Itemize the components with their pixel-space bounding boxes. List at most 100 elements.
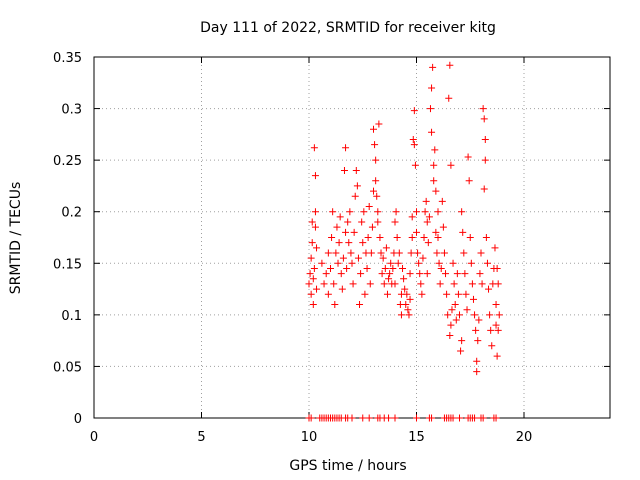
data-point bbox=[313, 244, 321, 252]
x-axis-label: GPS time / hours bbox=[289, 458, 406, 474]
data-point bbox=[307, 290, 315, 298]
data-point bbox=[308, 218, 316, 226]
data-point bbox=[474, 337, 482, 345]
data-point bbox=[351, 192, 359, 200]
data-point bbox=[450, 280, 458, 288]
data-point bbox=[494, 326, 502, 334]
data-point bbox=[461, 270, 469, 278]
data-point bbox=[370, 187, 377, 195]
data-point bbox=[447, 161, 455, 169]
data-point bbox=[462, 290, 470, 298]
data-point bbox=[482, 234, 490, 241]
data-point bbox=[428, 84, 436, 92]
data-point bbox=[338, 285, 346, 293]
data-point bbox=[377, 249, 385, 257]
data-point bbox=[337, 270, 345, 278]
data-point bbox=[379, 254, 387, 262]
data-point bbox=[353, 182, 361, 190]
data-point bbox=[357, 270, 365, 278]
data-point bbox=[372, 156, 380, 164]
y-axis-label: SRMTID / TECUs bbox=[8, 182, 24, 295]
data-point bbox=[345, 239, 353, 247]
data-point bbox=[332, 249, 340, 257]
data-point bbox=[437, 264, 445, 272]
data-point bbox=[381, 264, 389, 272]
data-point bbox=[416, 270, 424, 278]
data-point bbox=[318, 259, 326, 267]
data-point bbox=[348, 414, 356, 422]
data-point bbox=[356, 301, 364, 309]
data-point bbox=[487, 326, 495, 334]
data-point bbox=[436, 280, 444, 288]
chart-title: Day 111 of 2022, SRMTID for receiver kit… bbox=[200, 20, 496, 36]
data-point bbox=[371, 141, 379, 149]
data-point bbox=[422, 197, 430, 205]
data-point bbox=[391, 280, 399, 288]
data-point bbox=[446, 61, 454, 69]
data-point bbox=[358, 218, 366, 226]
data-point bbox=[386, 270, 394, 278]
data-point bbox=[426, 105, 434, 113]
y-tick-label: 0.3 bbox=[61, 103, 82, 118]
data-point bbox=[418, 290, 426, 298]
data-point bbox=[425, 213, 433, 221]
data-point bbox=[471, 414, 479, 422]
data-point bbox=[385, 275, 393, 283]
x-tick-label: 5 bbox=[197, 430, 205, 445]
data-point bbox=[493, 264, 501, 272]
data-point bbox=[419, 254, 427, 262]
data-point bbox=[408, 234, 416, 241]
data-point bbox=[366, 280, 374, 288]
data-point bbox=[492, 321, 500, 329]
data-point bbox=[400, 275, 408, 283]
data-point bbox=[446, 331, 454, 339]
y-tick-label: 0.2 bbox=[61, 206, 82, 221]
data-point bbox=[354, 254, 362, 262]
data-point bbox=[414, 249, 422, 257]
data-point bbox=[375, 120, 383, 128]
data-point bbox=[307, 254, 315, 262]
data-point bbox=[309, 275, 317, 283]
data-point bbox=[363, 264, 371, 272]
data-point bbox=[313, 285, 321, 293]
data-point bbox=[329, 208, 337, 216]
data-point bbox=[307, 414, 315, 422]
data-point bbox=[431, 146, 439, 154]
data-point bbox=[336, 213, 344, 221]
data-point bbox=[328, 234, 336, 241]
data-point bbox=[459, 228, 467, 236]
data-point bbox=[439, 223, 447, 231]
data-point bbox=[477, 249, 485, 257]
data-point bbox=[372, 177, 380, 185]
y-tick-label: 0 bbox=[74, 412, 82, 427]
data-point bbox=[382, 244, 390, 252]
data-point bbox=[469, 295, 477, 303]
data-point bbox=[311, 223, 319, 231]
data-point bbox=[458, 208, 466, 216]
data-points bbox=[305, 61, 503, 422]
data-point bbox=[305, 280, 313, 288]
data-point bbox=[347, 249, 355, 257]
x-tick-label: 0 bbox=[90, 430, 98, 445]
data-point bbox=[491, 244, 499, 252]
data-point bbox=[311, 172, 319, 180]
data-point bbox=[343, 264, 351, 272]
data-point bbox=[473, 357, 481, 365]
data-point bbox=[465, 177, 473, 185]
data-point bbox=[399, 264, 407, 272]
data-point bbox=[449, 414, 457, 422]
data-point bbox=[421, 208, 429, 216]
data-point bbox=[339, 254, 347, 262]
data-point bbox=[310, 144, 318, 152]
data-point bbox=[352, 166, 360, 174]
data-point bbox=[335, 239, 343, 247]
data-point bbox=[433, 249, 441, 257]
data-point bbox=[409, 136, 417, 144]
data-point bbox=[346, 208, 354, 216]
data-point bbox=[463, 306, 471, 314]
data-point bbox=[385, 414, 393, 422]
data-point bbox=[378, 270, 386, 278]
data-point bbox=[413, 208, 420, 216]
data-point bbox=[403, 290, 411, 298]
